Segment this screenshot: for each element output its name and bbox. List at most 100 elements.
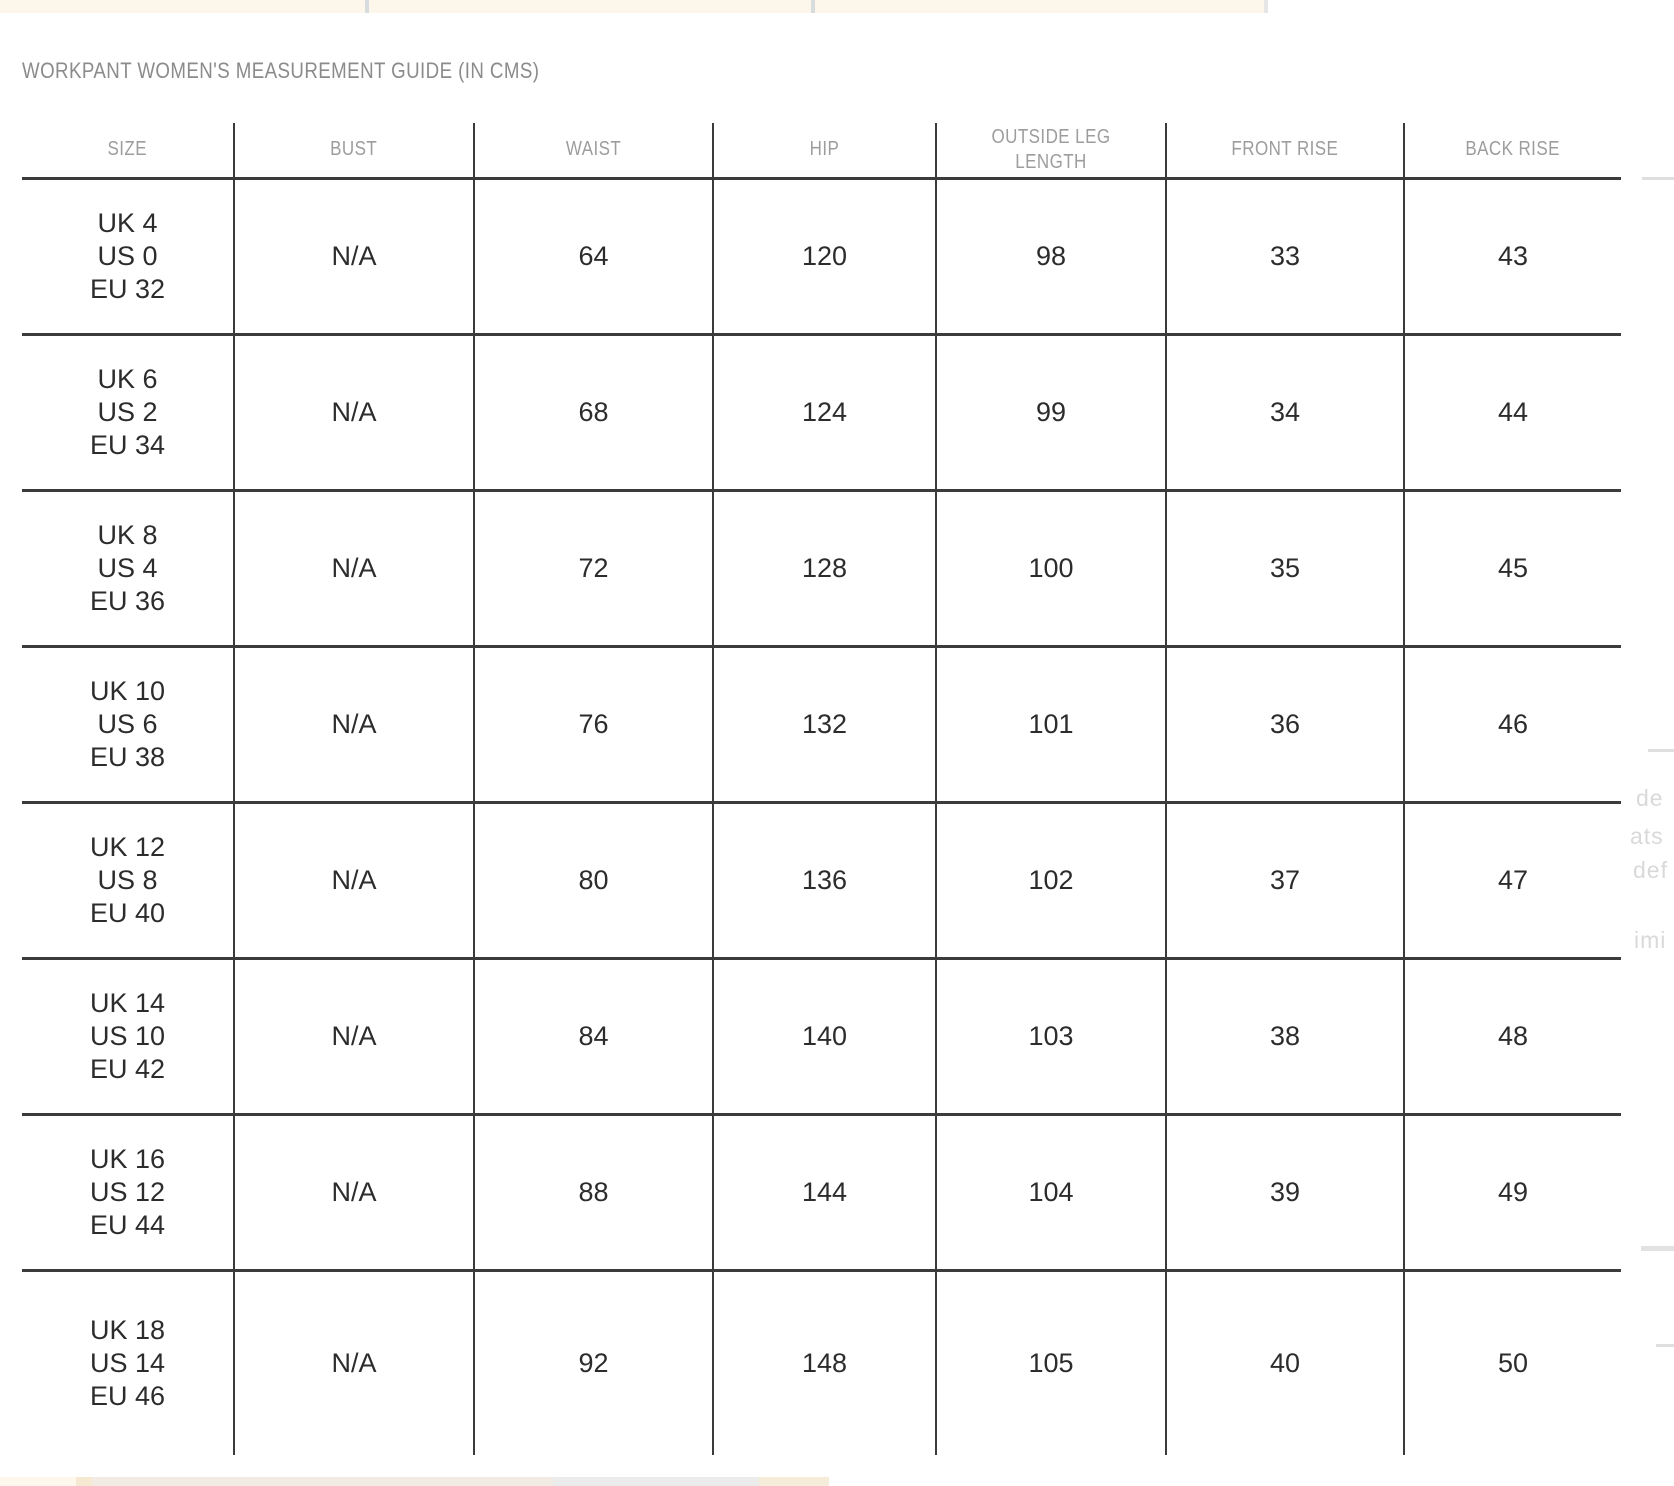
cell-front_rise: 36 [1166,646,1405,804]
cell-hip: 144 [713,1114,937,1272]
size-label: UK 4 US 0 EU 32 [89,207,166,304]
top-strip-segment [369,0,811,13]
measurement-value: 44 [1497,396,1529,427]
cell-hip: 128 [713,490,937,648]
measurement-value: 99 [1035,396,1067,427]
measurement-value: 105 [1028,1347,1074,1378]
measurement-value: 80 [578,864,609,895]
measurement-value: 102 [1028,864,1074,895]
measurement-value: 36 [1269,708,1301,739]
cell-outside_leg_length: 99 [936,334,1167,492]
table-row: UK 12 US 8 EU 40 N/A 80 136 102 37 47 [22,802,1621,960]
bottom-strip-segment [0,1477,76,1486]
cell-bust: N/A [234,490,475,648]
cell-waist: 80 [474,802,714,960]
size-label: UK 16 US 12 EU 44 [89,1143,166,1240]
cell-hip: 140 [713,958,937,1116]
size-label: UK 10 US 6 EU 38 [89,675,166,772]
cell-front_rise: 37 [1166,802,1405,960]
cell-bust: N/A [234,646,475,804]
column-header-size: SIZE [22,123,235,180]
column-header-outside_leg_length: OUTSIDE LEG LENGTH [936,123,1167,180]
background-line [1656,1344,1674,1347]
cell-back_rise: 44 [1404,334,1621,492]
measurement-value: 37 [1269,864,1301,895]
table-row: UK 6 US 2 EU 34 N/A 68 124 99 34 44 [22,334,1621,492]
bottom-strip-segment [76,1477,92,1486]
measurement-value: N/A [331,1347,377,1378]
measurement-value: 45 [1497,552,1529,583]
cell-bust: N/A [234,178,475,336]
top-strip-segment [0,0,365,13]
measurement-value: 39 [1269,1176,1301,1207]
measurement-value: 136 [801,864,848,895]
cell-back_rise: 45 [1404,490,1621,648]
measurement-value: 124 [801,396,848,427]
background-line [1648,749,1674,752]
bottom-strip-segment [92,1477,553,1486]
cell-size: UK 4 US 0 EU 32 [22,178,235,336]
measurement-value: 46 [1497,708,1529,739]
bottom-strip-segment [759,1477,829,1486]
column-header-label: BUST [330,138,378,161]
size-label: UK 18 US 14 EU 46 [89,1314,166,1411]
cell-size: UK 18 US 14 EU 46 [22,1270,235,1455]
table-row: UK 16 US 12 EU 44 N/A 88 144 104 39 49 [22,1114,1621,1272]
top-strip-end-cap [1264,0,1268,13]
measurement-value: 120 [801,240,848,271]
cell-size: UK 14 US 10 EU 42 [22,958,235,1116]
cell-front_rise: 40 [1166,1270,1405,1455]
measurement-value: N/A [331,396,377,427]
header-row: SIZE BUST WAIST HIP OUTSIDE LEG LENGTH FRONT … [22,123,1621,180]
cell-outside_leg_length: 103 [936,958,1167,1116]
background-text-fragment: imi [1634,927,1667,953]
measurement-table-body: UK 4 US 0 EU 32 N/A 64 120 98 33 43 UK 6 US 2 E… [22,178,1621,1455]
measurement-value: 101 [1028,708,1074,739]
cell-waist: 88 [474,1114,714,1272]
table-row: UK 10 US 6 EU 38 N/A 76 132 101 36 46 [22,646,1621,804]
top-strip-segment [815,0,1264,13]
bottom-strip-segment [553,1477,759,1486]
cell-outside_leg_length: 104 [936,1114,1167,1272]
measurement-value: 140 [801,1020,848,1051]
top-strip-divider [365,0,369,13]
measurement-value: 76 [578,708,609,739]
measurement-table: SIZE BUST WAIST HIP OUTSIDE LEG LENGTH FRONT … [22,123,1621,1455]
cell-hip: 136 [713,802,937,960]
background-text-fragment: de [1636,785,1664,811]
cell-front_rise: 38 [1166,958,1405,1116]
measurement-value: N/A [331,240,377,271]
background-line [1642,177,1674,180]
cell-bust: N/A [234,334,475,492]
cell-back_rise: 49 [1404,1114,1621,1272]
cell-hip: 148 [713,1270,937,1455]
measurement-value: 64 [578,240,609,271]
cell-waist: 92 [474,1270,714,1455]
column-header-back_rise: BACK RISE [1404,123,1621,180]
column-header-label: OUTSIDE LEG LENGTH [991,125,1111,173]
cell-waist: 76 [474,646,714,804]
cell-bust: N/A [234,802,475,960]
cell-back_rise: 50 [1404,1270,1621,1455]
measurement-value: 40 [1269,1347,1301,1378]
column-header-front_rise: FRONT RISE [1166,123,1405,180]
measurement-value: 48 [1497,1020,1529,1051]
cell-size: UK 6 US 2 EU 34 [22,334,235,492]
column-header-hip: HIP [713,123,937,180]
cell-front_rise: 33 [1166,178,1405,336]
cell-back_rise: 46 [1404,646,1621,804]
table-row: UK 18 US 14 EU 46 N/A 92 148 105 40 50 [22,1270,1621,1455]
table-row: UK 8 US 4 EU 36 N/A 72 128 100 35 45 [22,490,1621,648]
measurement-guide-title: WORKPANT WOMEN'S MEASUREMENT GUIDE (IN C… [22,58,540,83]
cell-waist: 84 [474,958,714,1116]
cell-hip: 120 [713,178,937,336]
measurement-value: 148 [801,1347,848,1378]
measurement-value: 49 [1497,1176,1529,1207]
size-label: UK 14 US 10 EU 42 [89,987,166,1084]
measurement-value: 33 [1269,240,1301,271]
measurement-value: N/A [331,1176,377,1207]
measurement-value: 34 [1269,396,1301,427]
measurement-value: 35 [1269,552,1301,583]
measurement-table-header: SIZE BUST WAIST HIP OUTSIDE LEG LENGTH FRONT … [22,123,1621,180]
